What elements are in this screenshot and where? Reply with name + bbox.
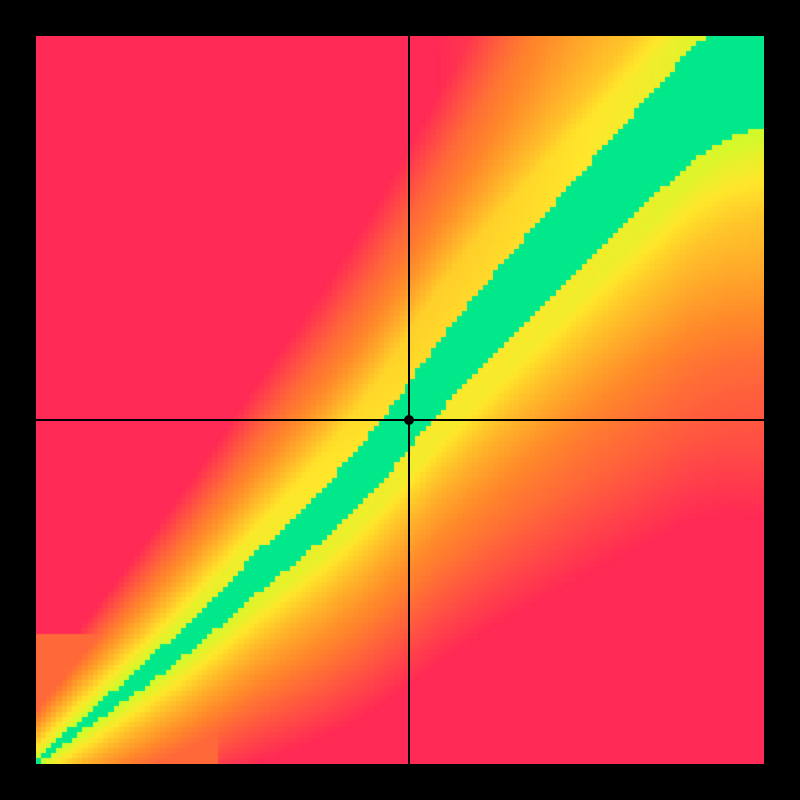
crosshair-horizontal [36, 419, 764, 421]
heatmap-canvas [36, 36, 764, 764]
crosshair-vertical [408, 36, 410, 764]
chart-container: { "watermark": { "text": "TheBottleneck.… [0, 0, 800, 800]
crosshair-marker-dot [404, 415, 414, 425]
